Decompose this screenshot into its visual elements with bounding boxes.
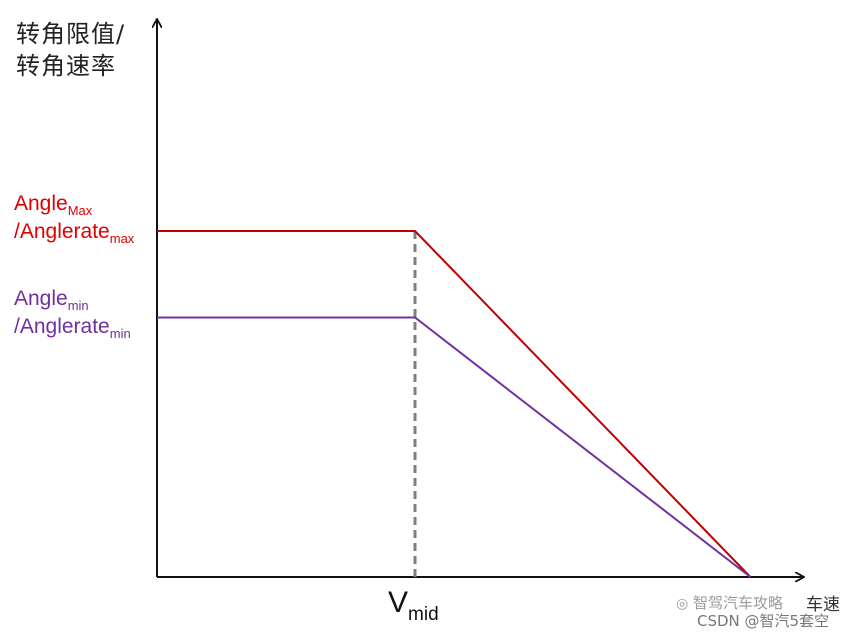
y-label-angle-min: Anglemin bbox=[14, 288, 89, 312]
y-label-anglerate-max-text: /Anglerate bbox=[14, 220, 110, 243]
y-label-anglerate-min: /Angleratemin bbox=[14, 316, 131, 340]
x-mark-vmid: Vmid bbox=[388, 586, 439, 626]
wechat-logo-icon: ◎ bbox=[676, 596, 689, 612]
y-label-angle-max: AngleMax bbox=[14, 193, 92, 217]
series-line-0 bbox=[157, 230, 752, 578]
y-label-anglerate-max-sub: max bbox=[109, 231, 135, 246]
y-axis-title-line2: 转角速率 bbox=[16, 52, 116, 80]
x-axis-title: 车速 bbox=[806, 595, 840, 615]
y-label-angle-max-text: Angle bbox=[14, 192, 68, 215]
y-label-angle-min-text: Angle bbox=[14, 287, 68, 310]
series-line-1 bbox=[157, 316, 752, 578]
y-label-anglerate-min-text: /Anglerate bbox=[14, 315, 110, 338]
y-label-angle-min-sub: min bbox=[67, 298, 89, 313]
x-mark-vmid-base: V bbox=[388, 586, 409, 619]
watermark-line1: ◎ 智驾汽车攻略 bbox=[676, 592, 783, 613]
y-label-anglerate-min-sub: min bbox=[109, 326, 131, 341]
y-label-anglerate-max: /Angleratemax bbox=[14, 221, 134, 245]
y-axis-title-line1: 转角限值/ bbox=[16, 20, 126, 48]
x-mark-vmid-sub: mid bbox=[408, 604, 439, 625]
watermark-line1-text: 智驾汽车攻略 bbox=[693, 594, 784, 612]
watermark-line2: CSDN @智汽5套空 bbox=[697, 612, 830, 630]
y-label-angle-max-sub: Max bbox=[67, 203, 93, 218]
